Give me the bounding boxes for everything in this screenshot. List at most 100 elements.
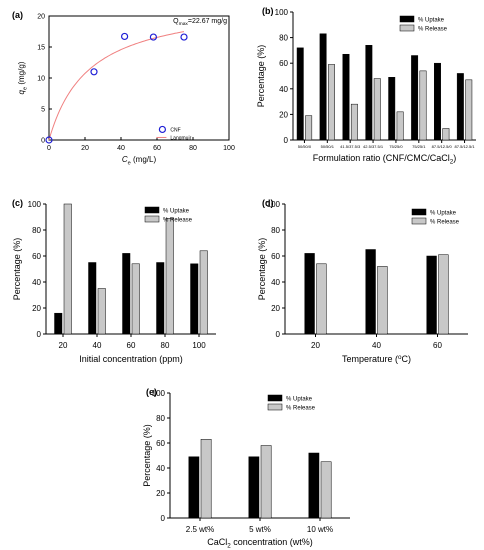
- bar-uptake-b: [342, 53, 350, 141]
- x-tick-label-a: 40: [117, 145, 125, 152]
- bar-uptake-b: [411, 55, 419, 141]
- y-tick-label-b: 100: [275, 8, 289, 17]
- x-axis-label-a: Ce (mg/L): [122, 155, 157, 166]
- y-tick-label-e: 60: [156, 439, 165, 448]
- y-tick-label-e: 80: [156, 414, 165, 423]
- langmuir-fit-line: [48, 31, 185, 141]
- qmax-annotation: Qmax=22.67 mg/g: [173, 18, 227, 27]
- y-tick-label-b: 40: [279, 85, 288, 94]
- bar-release-b: [396, 111, 404, 141]
- cnf-data-point: [90, 68, 98, 76]
- x-tick-label-b: 87.5/12.5/1: [455, 144, 476, 149]
- bar-release-c: [199, 250, 208, 335]
- x-tick-label-c: 100: [192, 341, 206, 350]
- x-tick-label-a: 80: [189, 145, 197, 152]
- bar-release-c: [165, 218, 174, 335]
- bar-uptake-c: [190, 263, 199, 335]
- bar-uptake-b: [296, 47, 304, 141]
- bar-uptake-d: [426, 255, 437, 335]
- y-tick-label-e: 20: [156, 489, 165, 498]
- y-tick-label-b: 0: [284, 136, 289, 145]
- y-tick-label-c: 20: [32, 304, 41, 313]
- bar-release-b: [350, 103, 358, 141]
- y-axis-label-e: Percentage (%): [142, 424, 152, 487]
- x-tick-label-b: 75/25/1: [412, 144, 426, 149]
- panel-label-e: (e): [146, 387, 157, 397]
- bar-release-c: [131, 263, 140, 335]
- y-tick-label-d: 20: [271, 304, 280, 313]
- y-tick-label-d: 80: [271, 226, 280, 235]
- x-tick-label-a: 60: [153, 145, 161, 152]
- bar-uptake-b: [319, 33, 327, 141]
- x-tick-label-b: 75/25/0: [389, 144, 403, 149]
- y-tick-label-c: 0: [37, 330, 42, 339]
- y-tick-label-c: 100: [28, 200, 42, 209]
- bar-release-e: [320, 461, 332, 519]
- y-tick-label-a: 15: [37, 45, 45, 52]
- y-axis-label-c: Percentage (%): [12, 238, 22, 301]
- bar-uptake-c: [122, 253, 131, 335]
- bar-uptake-c: [88, 262, 97, 335]
- bar-release-e: [200, 439, 212, 519]
- cnf-data-point: [120, 32, 129, 41]
- x-tick-label-e: 5 wt%: [249, 525, 271, 534]
- bar-release-c: [63, 203, 72, 335]
- panel-label-d: (d): [262, 198, 274, 208]
- y-tick-label-d: 100: [267, 200, 281, 209]
- y-tick-label-a: 5: [41, 107, 45, 114]
- bar-uptake-c: [156, 262, 165, 335]
- x-tick-label-c: 20: [59, 341, 68, 350]
- bar-uptake-e: [188, 456, 200, 519]
- y-tick-label-e: 100: [152, 389, 166, 398]
- y-axis-label-a: qe (mg/g): [17, 61, 28, 94]
- y-tick-label-a: 0: [41, 138, 45, 145]
- y-axis-label-b: Percentage (%): [256, 45, 266, 108]
- bar-uptake-d: [304, 253, 315, 335]
- x-axis-label-d: Temperature (oC): [342, 354, 411, 364]
- plot-frame-a: [48, 15, 230, 141]
- x-tick-label-b: 50/50/0: [298, 144, 312, 149]
- bar-release-b: [373, 78, 381, 141]
- bar-release-d: [438, 254, 449, 335]
- x-tick-label-e: 2.5 wt%: [186, 525, 214, 534]
- legend-swatch-c: [144, 215, 160, 223]
- legend-label-e: % Uptake: [286, 397, 313, 403]
- x-tick-label-d: 60: [433, 341, 442, 350]
- x-axis-label-c: Initial concentration (ppm): [79, 354, 183, 364]
- legend-label-b: % Uptake: [418, 18, 445, 24]
- bar-release-b: [419, 70, 427, 141]
- legend-swatch-d: [411, 208, 427, 216]
- bar-uptake-b: [388, 77, 396, 141]
- legend-label-d: % Uptake: [430, 211, 457, 217]
- legend-label-c: % Uptake: [163, 209, 190, 215]
- bar-uptake-d: [365, 249, 376, 335]
- legend-swatch-d: [411, 217, 427, 225]
- x-tick-label-c: 60: [127, 341, 136, 350]
- x-tick-label-d: 20: [311, 341, 320, 350]
- panel-label-b: (b): [262, 6, 274, 16]
- y-tick-label-b: 80: [279, 34, 288, 43]
- y-tick-label-c: 40: [32, 278, 41, 287]
- x-tick-label-c: 40: [93, 341, 102, 350]
- y-axis-label-d: Percentage (%): [257, 238, 267, 301]
- bar-release-b: [442, 128, 450, 141]
- x-tick-label-d: 40: [372, 341, 381, 350]
- y-tick-label-d: 0: [276, 330, 281, 339]
- bar-release-c: [97, 288, 106, 335]
- legend-swatch-c: [144, 206, 160, 214]
- panel-label-c: (c): [12, 198, 23, 208]
- legend-label-d: % Release: [430, 220, 460, 226]
- y-tick-label-d: 40: [271, 278, 280, 287]
- legend-label-c: % Release: [163, 218, 193, 224]
- x-tick-label-a: 20: [81, 145, 89, 152]
- legend-swatch-e: [267, 394, 283, 402]
- y-tick-label-a: 20: [37, 14, 45, 21]
- x-axis-label-e: CaCl2 concentration (wt%): [207, 537, 313, 550]
- y-tick-label-e: 0: [161, 514, 166, 523]
- legend-label-e: % Release: [286, 406, 316, 412]
- y-tick-label-c: 80: [32, 226, 41, 235]
- bar-uptake-e: [308, 452, 320, 519]
- legend-swatch-b: [399, 15, 415, 23]
- y-tick-label-b: 60: [279, 59, 288, 68]
- x-tick-label-a: 100: [223, 145, 235, 152]
